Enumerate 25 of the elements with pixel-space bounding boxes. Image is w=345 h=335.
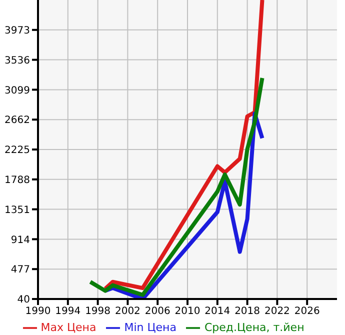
y-tick-label: 1351 — [4, 204, 30, 216]
legend-label: Min Цена — [124, 321, 176, 334]
x-tick-label: 1994 — [55, 306, 81, 318]
line-series — [88, 76, 264, 297]
y-tick-label: 3099 — [4, 85, 30, 96]
x-tick-label: 2010 — [174, 306, 200, 318]
y-tick-label: 477 — [10, 264, 30, 276]
y-tick-label: 2225 — [4, 145, 30, 156]
x-tick-label: 2026 — [294, 306, 320, 318]
y-tick-label: 3973 — [4, 25, 30, 36]
legend-label: Max Цена — [40, 321, 96, 334]
line-series — [103, 0, 264, 291]
y-tick-label: 1788 — [4, 174, 30, 186]
y-tick-label: 914 — [10, 234, 30, 246]
x-tick-label: 2022 — [264, 306, 290, 318]
x-tick-label: 1990 — [25, 306, 51, 318]
x-tick-label: 2006 — [144, 306, 170, 318]
x-tick-label: 2002 — [114, 306, 140, 318]
x-tick-label: 2018 — [234, 306, 260, 318]
legend-label: Сред.Цена, т.йен — [204, 321, 304, 334]
y-tick-label: 3536 — [4, 55, 30, 66]
x-tick-label: 2014 — [204, 306, 230, 318]
y-tick-label: 2662 — [4, 115, 30, 126]
y-tick-label: 40 — [17, 294, 30, 306]
x-tick-label: 1998 — [85, 306, 111, 318]
